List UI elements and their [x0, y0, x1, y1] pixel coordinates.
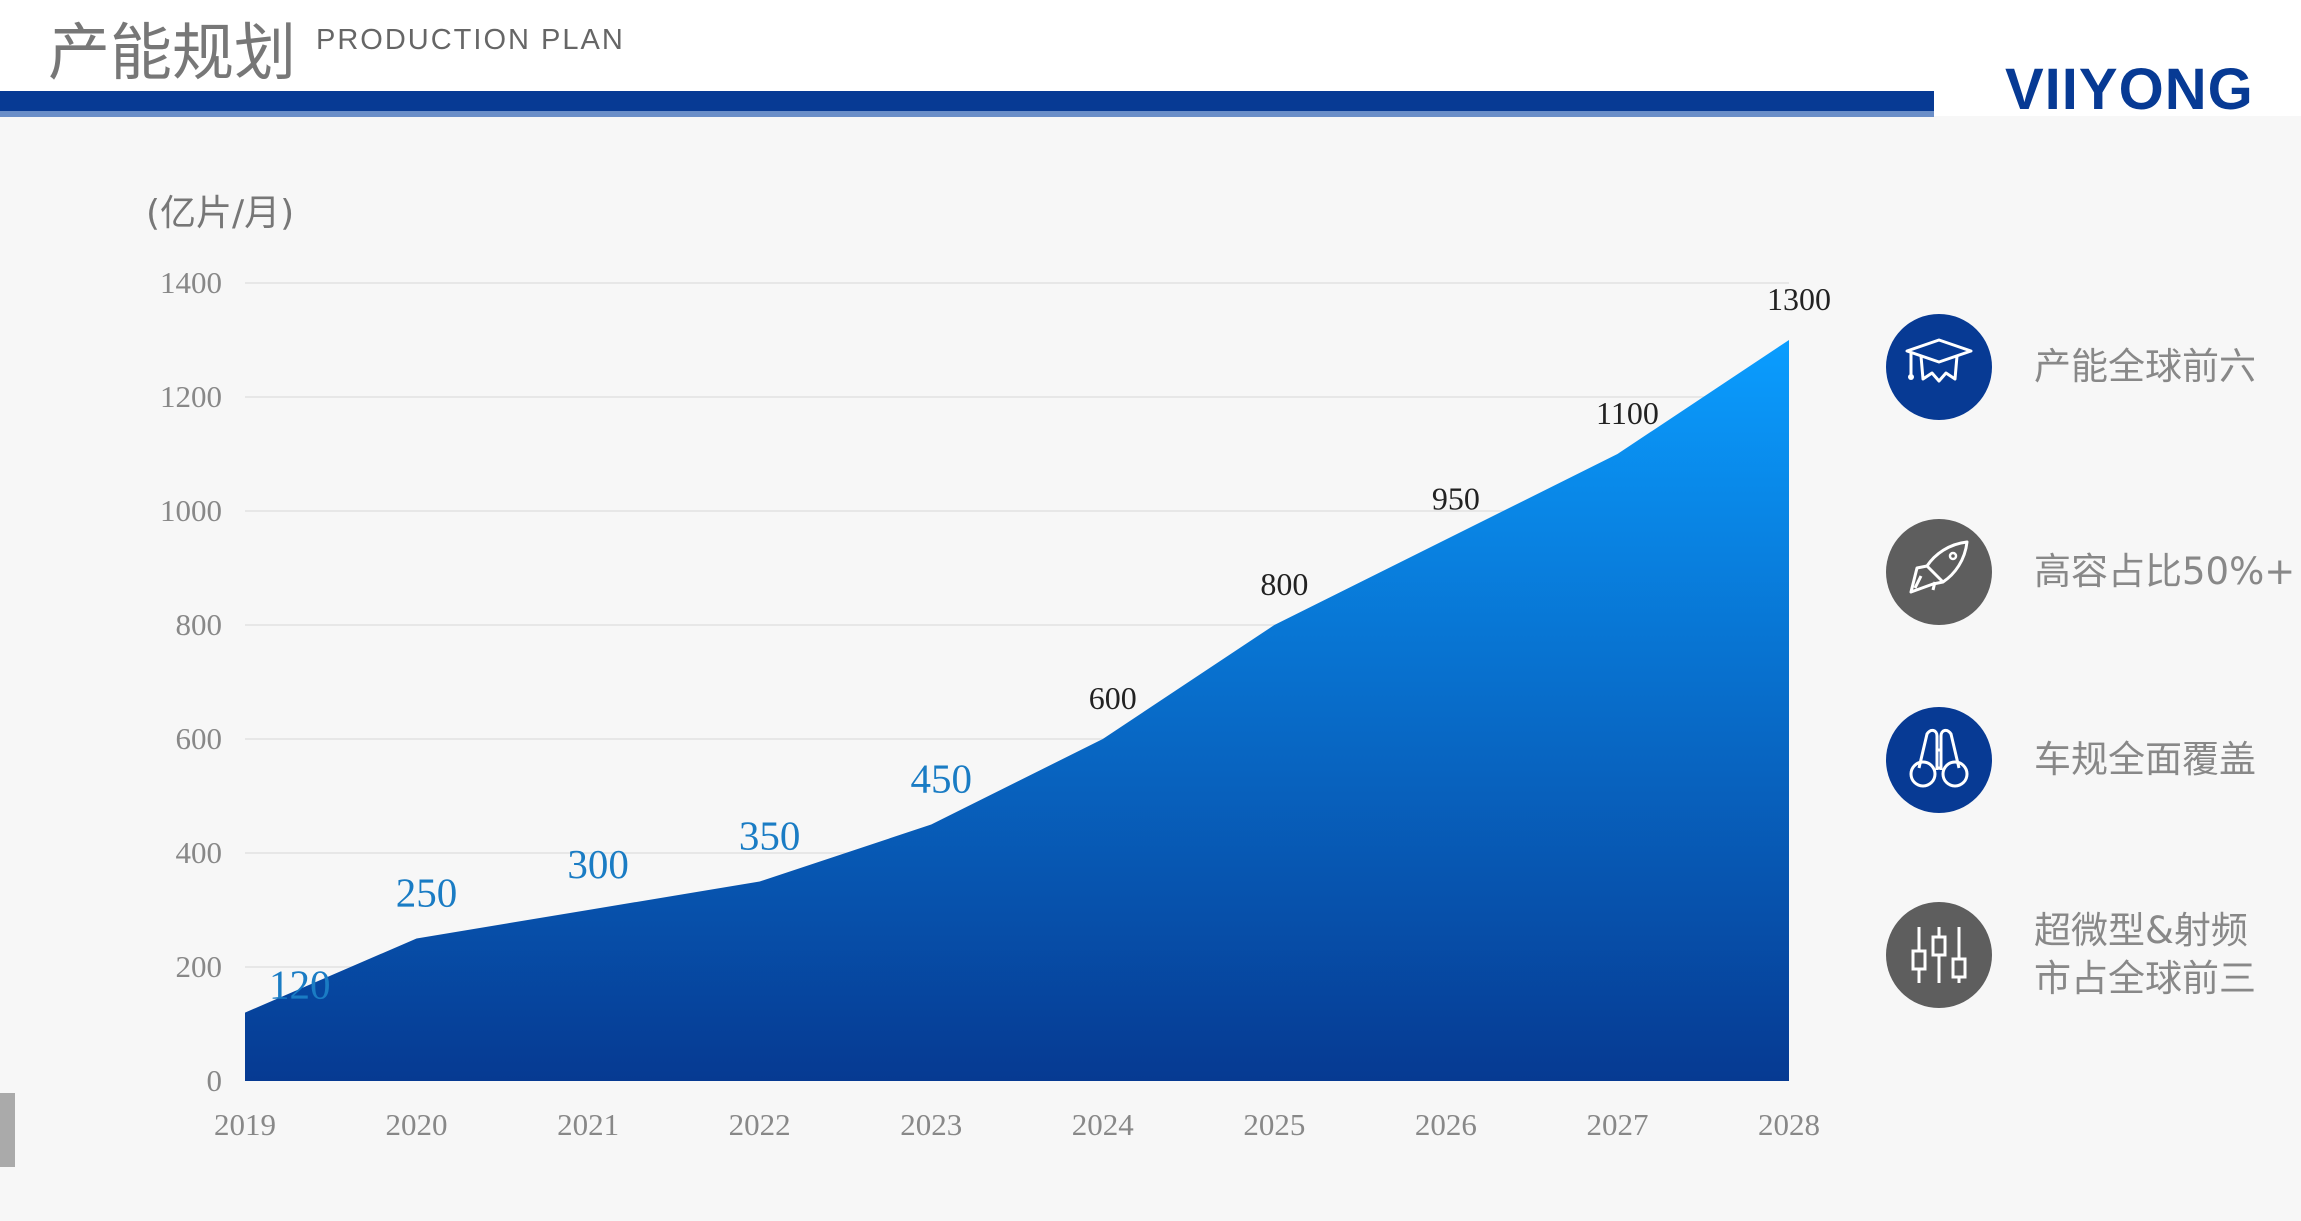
area-series — [245, 340, 1789, 1081]
highlight-text: 超微型&射频 市占全球前三 — [2034, 907, 2256, 1003]
y-tick-label: 1000 — [160, 493, 222, 528]
highlight-item: 高容占比50%+ — [1886, 519, 2295, 625]
x-tick-label: 2024 — [1072, 1107, 1135, 1142]
rocket-icon — [1886, 519, 1992, 625]
y-axis-unit-label: (亿片/月) — [146, 193, 295, 234]
highlight-text: 车规全面覆盖 — [2034, 736, 2256, 784]
data-label: 450 — [910, 756, 972, 802]
highlight-text: 产能全球前六 — [2034, 343, 2256, 391]
x-tick-label: 2021 — [557, 1107, 619, 1142]
data-label: 120 — [269, 962, 331, 1008]
x-tick-label: 2023 — [900, 1107, 962, 1142]
highlight-item: 产能全球前六 — [1886, 314, 2256, 420]
x-tick-label: 2028 — [1758, 1107, 1820, 1142]
highlight-text-line: 市占全球前三 — [2034, 957, 2256, 1000]
x-tick-label: 2020 — [386, 1107, 448, 1142]
x-tick-label: 2022 — [729, 1107, 791, 1142]
data-label: 300 — [567, 841, 629, 887]
x-tick-label: 2025 — [1243, 1107, 1305, 1142]
highlight-item: 车规全面覆盖 — [1886, 707, 2256, 813]
header-divider-bar — [0, 91, 1934, 111]
data-label: 1100 — [1596, 395, 1659, 431]
header-divider-accent — [0, 111, 1934, 117]
y-tick-label: 1200 — [160, 379, 222, 414]
highlight-text-line: 产能全球前六 — [2034, 345, 2256, 388]
data-label: 950 — [1432, 481, 1480, 517]
y-tick-label: 400 — [176, 835, 223, 870]
y-tick-label: 800 — [176, 607, 223, 642]
highlight-text: 高容占比50%+ — [2034, 548, 2295, 596]
x-tick-label: 2019 — [214, 1107, 276, 1142]
company-logo: VIIYONG — [2005, 57, 2254, 122]
highlight-text-line: 超微型&射频 — [2034, 909, 2248, 952]
highlight-text-line: 车规全面覆盖 — [2034, 738, 2256, 781]
y-tick-label: 0 — [207, 1063, 223, 1098]
highlight-text-line: 高容占比50%+ — [2034, 550, 2296, 593]
graduation-cap-icon — [1886, 314, 1992, 420]
y-tick-label: 1400 — [160, 265, 222, 300]
area-chart: 0 200 400 600 800 1000 1200 1400 2019 2020 2021 202… — [160, 265, 1831, 1142]
sliders-icon — [1886, 902, 1992, 1008]
y-tick-label: 600 — [176, 721, 223, 756]
page-subtitle: PRODUCTION PLAN — [316, 24, 625, 56]
x-tick-label: 2026 — [1415, 1107, 1477, 1142]
y-tick-label: 200 — [176, 949, 223, 984]
data-label: 350 — [739, 813, 801, 859]
binoculars-icon — [1886, 707, 1992, 813]
left-edge-marker — [0, 1093, 15, 1167]
page-title: 产能规划 — [48, 16, 297, 89]
data-label: 250 — [396, 870, 458, 916]
data-label: 800 — [1260, 566, 1308, 602]
highlight-item: 超微型&射频 市占全球前三 — [1886, 902, 2256, 1008]
data-label: 600 — [1089, 680, 1137, 716]
data-label: 1300 — [1767, 281, 1831, 317]
x-tick-label: 2027 — [1586, 1107, 1648, 1142]
